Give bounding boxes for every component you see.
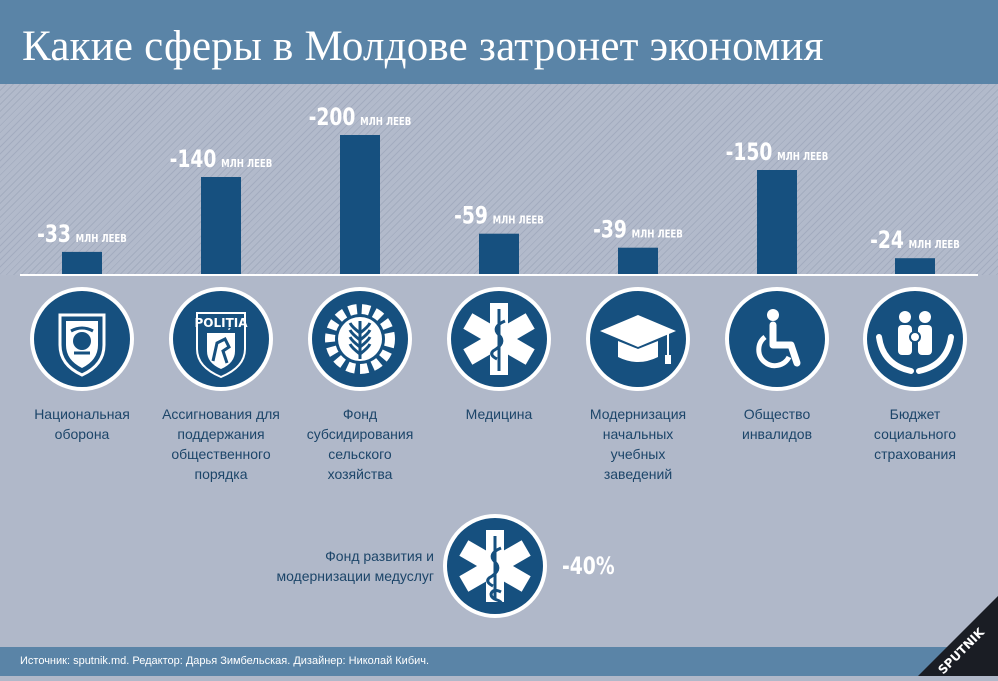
category-label: Национальная оборона (17, 404, 147, 444)
value-unit: МЛН ЛЕЕВ (777, 151, 828, 163)
category-label-line: хозяйства (327, 466, 393, 482)
police-badge-icon: POLIȚIA (167, 285, 275, 393)
value-unit: МЛН ЛЕЕВ (493, 215, 544, 227)
category-label-line: сельского (328, 446, 392, 462)
value-unit: МЛН ЛЕЕВ (221, 158, 272, 170)
bar (340, 135, 380, 275)
extra-value-label: -40% (562, 552, 615, 580)
value-label: -24 МЛН ЛЕЕВ (870, 227, 960, 255)
value-unit: МЛН ЛЕЕВ (909, 239, 960, 251)
value-label: -59 МЛН ЛЕЕВ (454, 203, 544, 231)
category-label: Бюджет социального страхования (850, 404, 980, 464)
bar (618, 247, 658, 275)
svg-text:POLIȚIA: POLIȚIA (194, 316, 248, 330)
category-label-line: общественного (171, 446, 271, 462)
page-title: Какие сферы в Молдове затронет экономия (22, 23, 824, 70)
category-label-line: учебных (610, 446, 666, 462)
extra-category-label: Фонд развития и модернизации медуслуг (240, 546, 434, 586)
value-label: -140 МЛН ЛЕЕВ (170, 146, 273, 174)
category-label-line: субсидирования (306, 426, 414, 442)
category-label-line: страхования (874, 446, 956, 462)
category-label-line: начальных (602, 426, 674, 442)
category-label-line: Модернизация (589, 406, 687, 422)
extra-label-line: Фонд развития и (325, 548, 434, 564)
category-label: Медицина (434, 404, 564, 424)
value-number: -150 (726, 139, 773, 167)
value-label: -150 МЛН ЛЕЕВ (726, 139, 829, 167)
bar (895, 258, 935, 275)
category-label-line: порядка (194, 466, 248, 482)
category-label-line: Общество (743, 406, 811, 422)
star-of-life-dollar-icon (441, 512, 549, 625)
category-label-line: заведений (603, 466, 673, 482)
star-of-life-icon (445, 285, 553, 393)
value-number: -24 (870, 227, 904, 255)
chart-baseline (20, 274, 978, 276)
category-label: Ассигнования для поддержания общественного… (156, 404, 286, 484)
category-label-line: Национальная (34, 406, 130, 422)
category-label: Общество инвалидов (712, 404, 842, 444)
value-number: -39 (593, 217, 627, 245)
wheelchair-icon (723, 285, 831, 393)
footer: Источник: sputnik.md. Редактор: Дарья Зи… (0, 647, 998, 676)
category-label-line: оборона (54, 426, 110, 442)
value-label: -33 МЛН ЛЕЕВ (37, 221, 127, 249)
category-label-line: Бюджет (889, 406, 941, 422)
army-emblem-icon (28, 285, 136, 393)
wheat-gear-icon (306, 285, 414, 393)
category-label-line: Медицина (465, 406, 533, 422)
category-label: Фонд субсидирования сельского хозяйства (295, 404, 425, 484)
category-label-line: инвалидов (742, 426, 812, 442)
value-unit: МЛН ЛЕЕВ (76, 233, 127, 245)
value-number: -140 (170, 146, 217, 174)
source-credit: Источник: sputnik.md. Редактор: Дарья Зи… (20, 655, 430, 667)
bar (201, 177, 241, 275)
sputnik-logo: SPUTNIK (918, 596, 998, 681)
value-number: -33 (37, 221, 71, 249)
category-label: Модернизация начальных учебных заведений (573, 404, 703, 484)
category-label-line: поддержания (177, 426, 265, 442)
header-band: Какие сферы в Молдове затронет экономия (0, 0, 998, 84)
category-label-line: Фонд (342, 406, 378, 422)
value-number: -59 (454, 203, 488, 231)
value-unit: МЛН ЛЕЕВ (632, 229, 683, 241)
graduation-cap-icon (584, 285, 692, 393)
value-unit: МЛН ЛЕЕВ (360, 116, 411, 128)
bar (757, 170, 797, 275)
bar (62, 251, 102, 275)
bar-chart: -33 МЛН ЛЕЕВ -140 МЛН ЛЕЕВ -200 МЛН ЛЕЕВ -59 МЛ… (37, 104, 960, 275)
category-label-line: социального (873, 426, 957, 442)
extra-label-line: модернизации медуслуг (276, 568, 434, 584)
family-hands-icon (861, 285, 969, 393)
bar (479, 233, 519, 275)
value-label: -39 МЛН ЛЕЕВ (593, 217, 683, 245)
category-label-line: Ассигнования для (162, 406, 280, 422)
value-label: -200 МЛН ЛЕЕВ (309, 104, 412, 132)
value-number: -200 (309, 104, 356, 132)
